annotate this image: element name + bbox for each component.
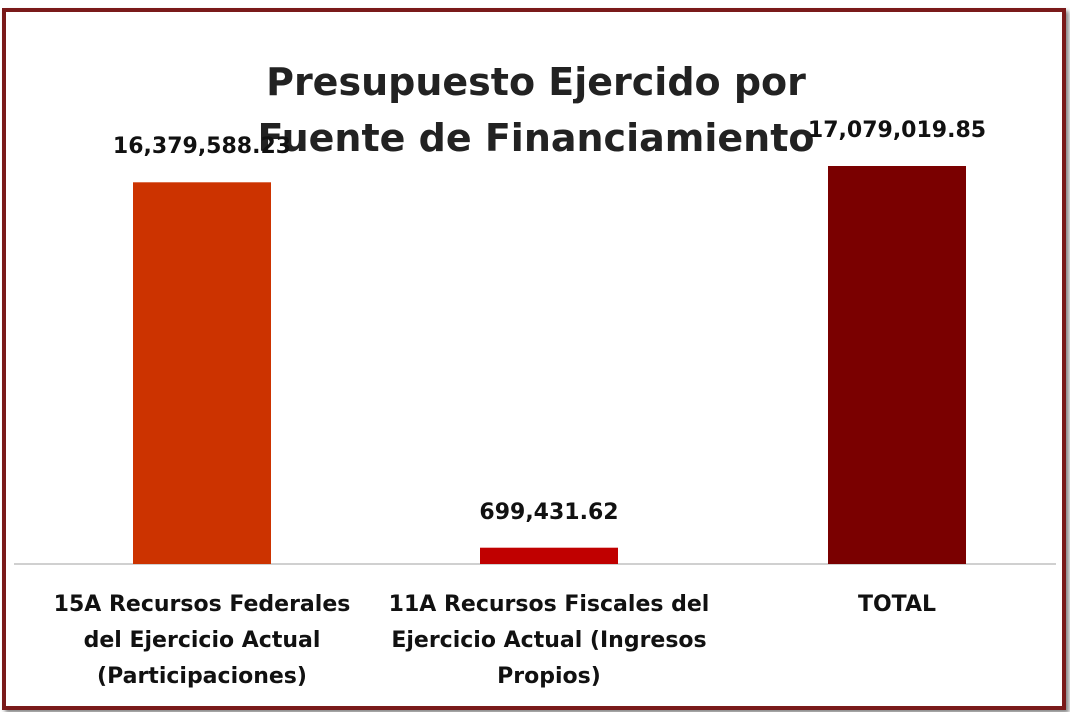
value-label: 16,379,588.23 xyxy=(112,134,292,160)
bar xyxy=(828,166,966,564)
chart-frame: Presupuesto Ejercido por Fuente de Finan… xyxy=(2,8,1066,710)
bar xyxy=(480,547,618,564)
x-tick-label: 11A Recursos Fiscales del Ejercicio Actu… xyxy=(388,592,710,689)
x-tick-label: TOTAL xyxy=(857,592,937,617)
bar xyxy=(133,182,271,564)
chart-title: Presupuesto Ejercido por Fuente de Finan… xyxy=(257,60,815,160)
chart xyxy=(14,166,1056,565)
x-tick-label: 15A Recursos Federales del Ejercicio Act… xyxy=(53,592,351,689)
value-label: 699,431.62 xyxy=(479,499,619,525)
value-label: 17,079,019.85 xyxy=(807,118,987,143)
